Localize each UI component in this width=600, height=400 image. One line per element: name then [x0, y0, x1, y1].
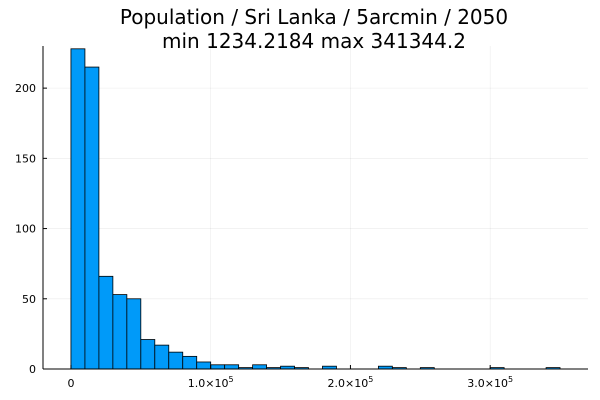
- chart-title-line-1: Population / Sri Lanka / 5arcmin / 2050: [120, 5, 508, 29]
- histogram-bar: [140, 339, 156, 370]
- bar-series: [70, 48, 561, 370]
- histogram-bar: [84, 66, 100, 370]
- y-tick-label: 200: [15, 82, 36, 95]
- x-tick-label: 2.0×105: [328, 375, 374, 390]
- x-tick-label: 3.0×105: [467, 375, 513, 390]
- chart-title-line-2: min 1234.2184 max 341344.2: [162, 29, 466, 53]
- y-tick-label: 50: [22, 293, 36, 306]
- histogram-bar: [182, 355, 198, 370]
- histogram-bar: [196, 361, 212, 370]
- y-tick-label: 150: [15, 152, 36, 165]
- histogram-bar: [210, 364, 226, 370]
- x-tick-label: 1.0×105: [188, 375, 234, 390]
- histogram-bar: [70, 48, 86, 370]
- y-tick-label: 100: [15, 223, 36, 236]
- histogram-bar: [252, 364, 267, 370]
- histogram-bar: [112, 294, 128, 370]
- histogram-bar: [224, 364, 240, 370]
- histogram-bar: [126, 298, 142, 370]
- histogram-bar: [154, 344, 170, 370]
- histogram-bar: [98, 275, 114, 370]
- y-tick-label: 0: [29, 363, 36, 376]
- axes: [42, 46, 588, 370]
- x-tick-label: 0: [67, 377, 74, 390]
- histogram-bar: [168, 351, 184, 370]
- x-axis-ticks: 0 1.0×105 2.0×105 3.0×105: [67, 365, 513, 390]
- y-axis-ticks: 0 50 100 150 200: [15, 82, 47, 376]
